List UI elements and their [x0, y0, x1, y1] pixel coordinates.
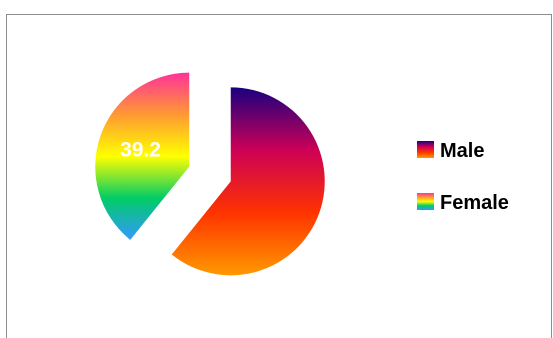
- pie-slices: [95, 72, 325, 276]
- legend: Male Female: [417, 140, 509, 214]
- data-label-female: 39.2: [120, 138, 161, 161]
- pie-data-labels: 39.2: [120, 138, 161, 161]
- pie-slice-female: [95, 72, 190, 240]
- legend-label-female: Female: [440, 192, 509, 214]
- legend-swatch-male: [417, 141, 434, 158]
- legend-swatch-female: [417, 193, 434, 210]
- legend-label-male: Male: [440, 140, 484, 162]
- pie-slice-male: [171, 87, 325, 276]
- chart-area: [6, 14, 552, 338]
